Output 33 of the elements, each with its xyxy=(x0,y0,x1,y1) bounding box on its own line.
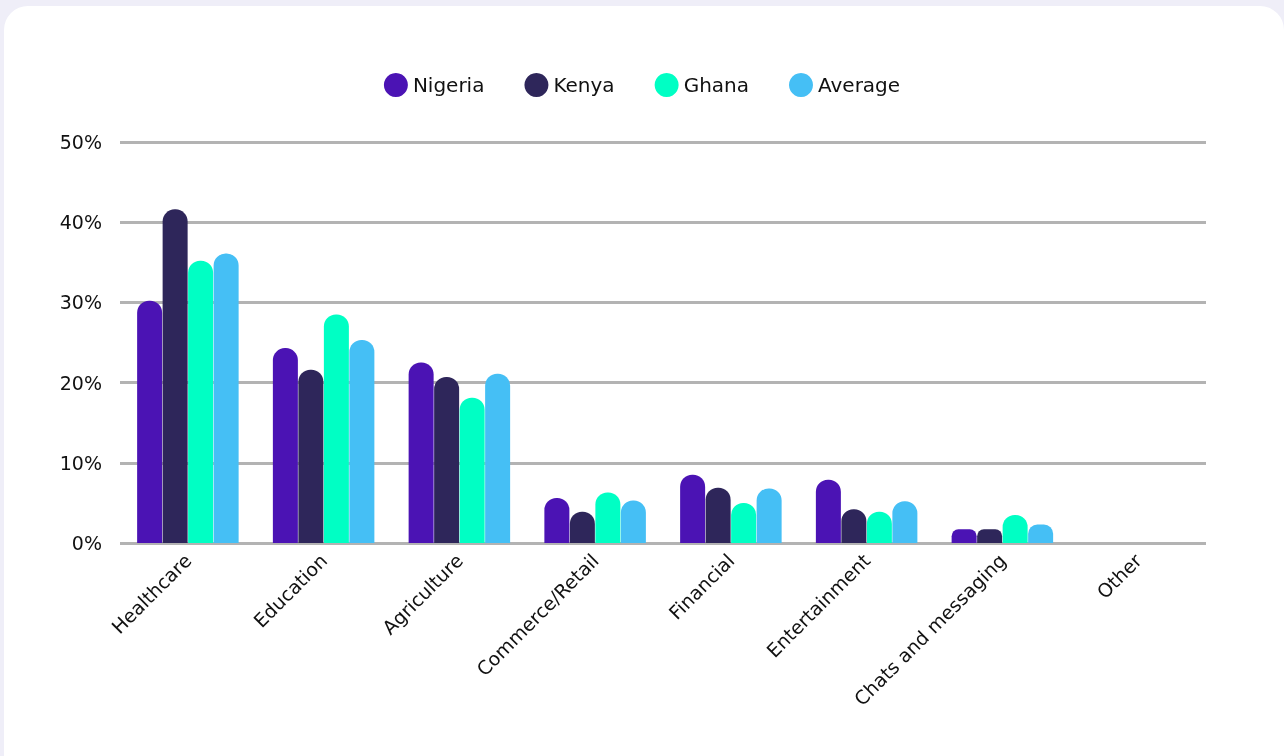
legend-label: Nigeria xyxy=(412,73,485,97)
bar xyxy=(272,348,298,543)
y-tick-label: 40% xyxy=(59,211,102,234)
bar xyxy=(298,369,324,543)
bar xyxy=(892,501,918,543)
bar xyxy=(756,488,782,543)
bar xyxy=(705,487,731,543)
y-tick-label: 50% xyxy=(59,131,102,153)
bar xyxy=(323,314,349,543)
bar xyxy=(213,253,239,543)
bar xyxy=(162,209,188,543)
bar xyxy=(595,492,621,543)
bar xyxy=(620,500,646,543)
bar xyxy=(544,498,570,543)
bar xyxy=(434,376,460,543)
legend-label: Average xyxy=(817,73,901,97)
legend-label: Kenya xyxy=(553,73,615,97)
bar xyxy=(951,529,977,543)
bar xyxy=(977,529,1003,543)
y-tick-label: 10% xyxy=(59,451,102,474)
bar xyxy=(680,474,706,543)
bar xyxy=(731,502,757,543)
bar xyxy=(485,373,511,543)
bar xyxy=(188,260,214,543)
bar xyxy=(815,479,841,543)
bar xyxy=(408,362,434,543)
bar xyxy=(459,397,485,543)
bar xyxy=(137,300,163,543)
bar xyxy=(349,340,375,543)
y-tick-label: 30% xyxy=(59,291,102,314)
legend-label: Ghana xyxy=(683,73,749,97)
y-tick-label: 0% xyxy=(71,532,102,554)
y-tick-label: 20% xyxy=(59,371,102,394)
